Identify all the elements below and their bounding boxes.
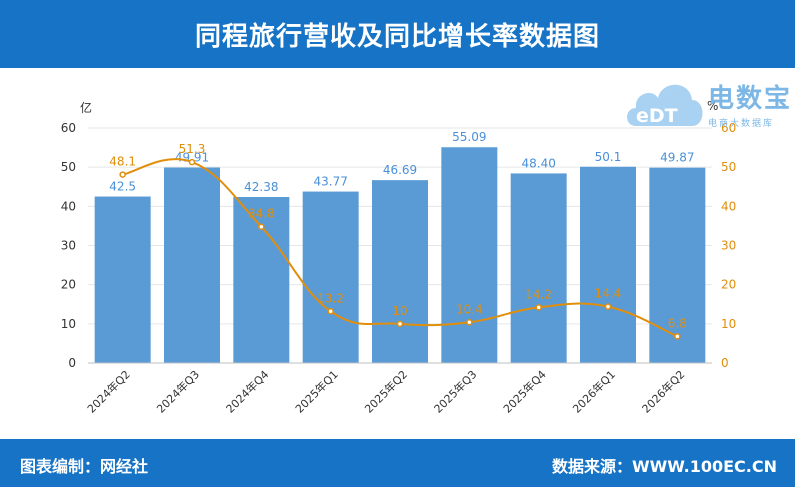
footer-source: 数据来源：WWW.100EC.CN <box>551 457 777 476</box>
bar-value-label: 42.38 <box>244 180 278 194</box>
line-value-label: 14.2 <box>525 287 552 301</box>
y-left-tick-label: 60 <box>61 121 76 135</box>
y-right-tick-label: 30 <box>721 239 736 253</box>
chart-title: 同程旅行营收及同比增长率数据图 <box>194 21 600 52</box>
y-left-tick-label: 20 <box>61 278 76 292</box>
bar-value-label: 43.77 <box>313 175 347 189</box>
chart-header: 同程旅行营收及同比增长率数据图 <box>0 0 795 68</box>
bar <box>164 167 220 363</box>
x-tick-label: 2026年Q1 <box>570 367 619 416</box>
logo-text: 电数宝 <box>708 84 793 114</box>
bar <box>510 173 567 363</box>
bar <box>649 167 706 363</box>
bar-value-label: 46.69 <box>383 163 417 177</box>
logo: eDT 电数宝 电商大数据库 <box>622 72 792 134</box>
x-tick-label: 2025年Q4 <box>500 367 549 416</box>
y-axis-right-label: % <box>707 99 718 113</box>
line-value-label: 34.8 <box>248 207 275 221</box>
y-right-tick-label: 40 <box>721 199 736 213</box>
y-right-tick-label: 10 <box>721 317 736 331</box>
cloud-logo-icon: eDT <box>627 84 703 127</box>
line-point <box>604 303 612 310</box>
y-left-tick-label: 0 <box>68 356 76 370</box>
line-value-label: 10.4 <box>456 302 483 316</box>
line-value-label: 48.1 <box>109 155 136 169</box>
bar-value-label: 49.91 <box>175 151 209 165</box>
y-axis-left-label: 亿 <box>80 100 92 115</box>
y-left-tick-label: 30 <box>61 239 76 253</box>
y-right-tick-label: 60 <box>721 121 736 135</box>
line-value-label: 10 <box>392 304 407 318</box>
line-value-label: 14.4 <box>595 287 622 301</box>
bar-value-label: 48.40 <box>521 156 555 170</box>
x-tick-label: 2024年Q2 <box>84 367 133 416</box>
x-tick-label: 2024年Q4 <box>223 367 272 416</box>
y-left-tick-label: 40 <box>61 199 76 213</box>
bar-value-label: 55.09 <box>452 130 486 144</box>
bar <box>580 166 636 363</box>
line-series: 48.1 51.3 34.8 13.2 10 10.4 14.2 14.4 6.8 <box>109 142 687 340</box>
bar-value-label: 42.5 <box>109 180 136 194</box>
x-tick-label: 2025年Q3 <box>431 367 480 416</box>
line-point <box>119 171 126 178</box>
bar-series: 42.5 49.91 42.38 43.77 46.69 55.09 48.40 50.1 49… <box>94 130 706 363</box>
line-value-label: 13.2 <box>317 291 344 305</box>
chart-area: 42.5 49.91 42.38 43.77 46.69 55.09 48.40 50.1 49… <box>61 99 737 416</box>
bar-value-label: 50.1 <box>595 150 622 164</box>
growth-rate-line <box>122 158 678 338</box>
x-tick-label: 2025年Q2 <box>362 367 411 416</box>
logo-subtitle: 电商大数据库 <box>708 119 775 129</box>
y-left-tick-label: 10 <box>61 317 76 331</box>
line-point <box>535 304 542 311</box>
line-point <box>466 319 473 326</box>
bar-value-label: 49.87 <box>660 151 694 165</box>
line-point <box>396 320 404 328</box>
bar <box>94 196 151 363</box>
bar <box>302 191 359 363</box>
bar <box>233 197 290 363</box>
x-tick-label: 2026年Q2 <box>639 367 688 416</box>
bar <box>441 147 498 363</box>
x-tick-label: 2024年Q3 <box>154 367 203 416</box>
line-point <box>188 158 196 166</box>
line-point <box>258 223 265 230</box>
y-right-tick-label: 0 <box>721 356 729 370</box>
x-tick-label: 2025年Q1 <box>292 367 341 416</box>
y-right-tick-label: 50 <box>721 160 736 174</box>
footer-credit: 图表编制：网经社 <box>20 457 149 476</box>
line-value-label: 51.3 <box>179 142 206 156</box>
logo-letters: eDT <box>636 105 678 127</box>
bar <box>372 180 428 363</box>
line-point <box>327 308 334 315</box>
line-value-label: 6.8 <box>668 316 687 330</box>
y-right-tick-label: 20 <box>721 278 736 292</box>
footer: 图表编制：网经社 数据来源：WWW.100EC.CN <box>0 439 795 487</box>
y-left-tick-label: 50 <box>61 160 76 174</box>
line-point <box>674 333 681 340</box>
